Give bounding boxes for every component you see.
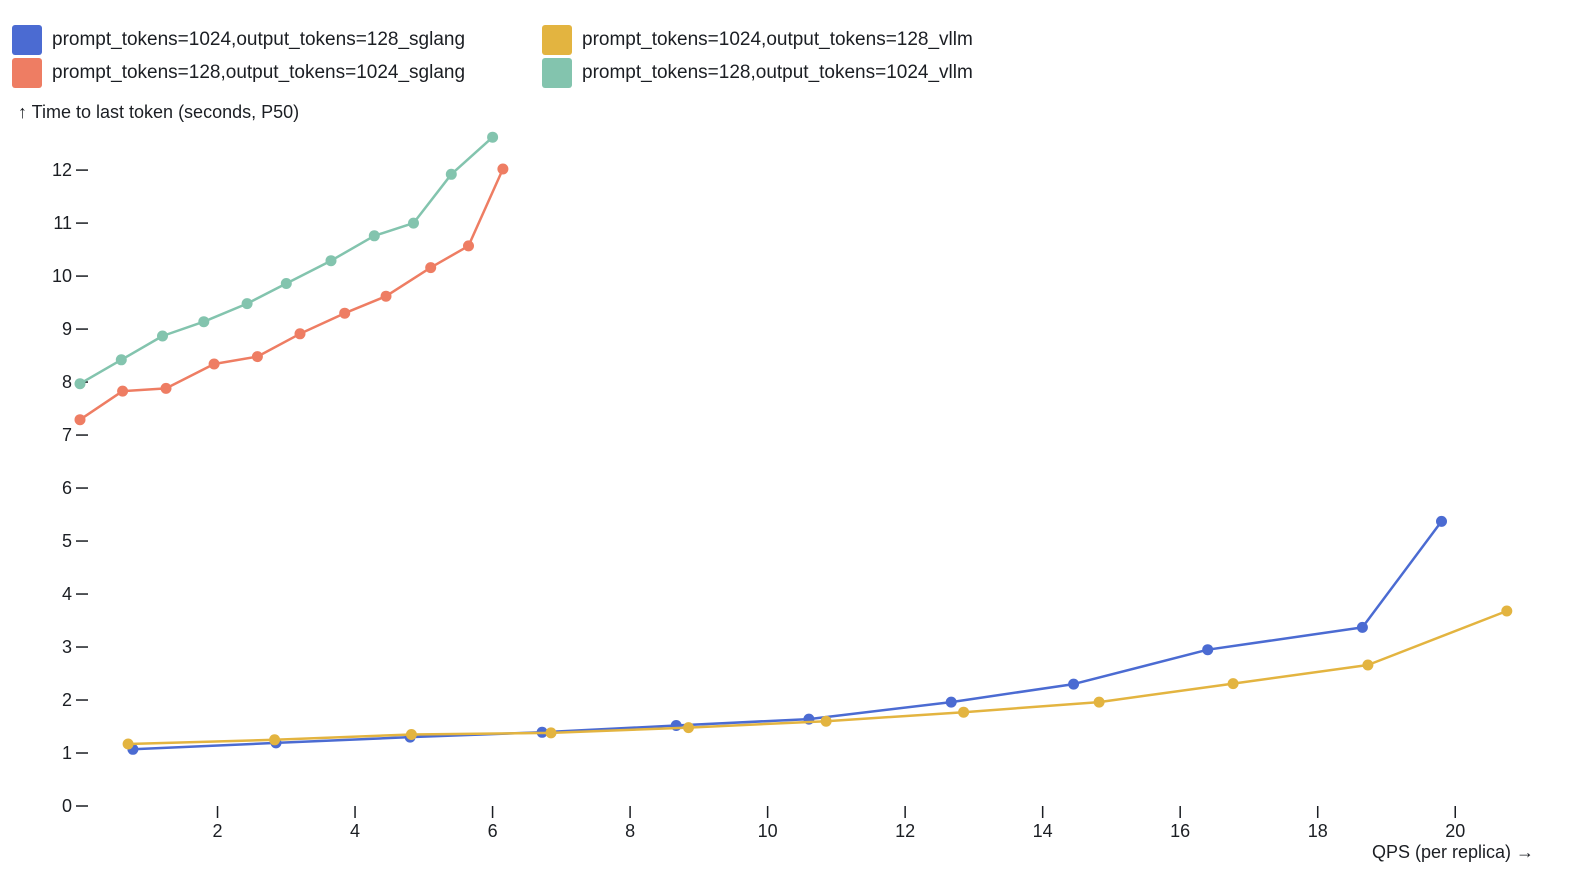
series-line bbox=[128, 609, 1508, 746]
data-point[interactable] bbox=[1068, 678, 1080, 690]
y-tick-label: 2 bbox=[62, 690, 72, 710]
y-tick-label: 9 bbox=[62, 319, 72, 339]
data-point[interactable] bbox=[497, 163, 509, 175]
series-2 bbox=[122, 605, 1513, 750]
data-point[interactable] bbox=[241, 298, 253, 310]
series-3 bbox=[74, 163, 509, 426]
x-tick-label: 8 bbox=[625, 821, 635, 841]
data-point[interactable] bbox=[408, 217, 419, 229]
y-axis-label: ↑ Time to last token (seconds, P50) bbox=[18, 102, 299, 122]
legend-swatch bbox=[12, 25, 42, 55]
data-point[interactable] bbox=[117, 385, 129, 397]
data-point[interactable] bbox=[157, 330, 168, 342]
legend-item-vllm-128-1024[interactable]: prompt_tokens=128,output_tokens=1024_vll… bbox=[542, 57, 973, 89]
x-tick-label: 10 bbox=[758, 821, 778, 841]
series-1 bbox=[127, 515, 1447, 755]
data-point[interactable] bbox=[368, 230, 380, 242]
data-point[interactable] bbox=[1436, 515, 1447, 527]
series-line bbox=[79, 168, 505, 421]
x-tick-label: 16 bbox=[1170, 821, 1190, 841]
y-tick-label: 10 bbox=[52, 266, 72, 286]
data-point[interactable] bbox=[487, 131, 499, 143]
x-tick-label: 14 bbox=[1033, 821, 1053, 841]
data-point[interactable] bbox=[325, 255, 337, 267]
y-tick-label: 7 bbox=[62, 425, 72, 445]
legend-label: prompt_tokens=128,output_tokens=1024_sgl… bbox=[52, 62, 466, 83]
data-point[interactable] bbox=[463, 240, 474, 252]
legend-item-vllm-1024-128[interactable]: prompt_tokens=1024,output_tokens=128_vll… bbox=[542, 24, 973, 56]
data-point[interactable] bbox=[74, 414, 86, 426]
data-point[interactable] bbox=[683, 722, 694, 734]
data-point[interactable] bbox=[74, 378, 86, 390]
data-point[interactable] bbox=[280, 278, 292, 289]
legend-item-sglang-1024-128[interactable]: prompt_tokens=1024,output_tokens=128_sgl… bbox=[12, 24, 465, 56]
x-axis-label: QPS (per replica) → bbox=[1372, 842, 1534, 862]
y-tick-label: 5 bbox=[62, 531, 72, 551]
legend-swatch bbox=[542, 58, 572, 88]
data-point[interactable] bbox=[445, 168, 457, 180]
data-point[interactable] bbox=[198, 316, 210, 328]
data-point[interactable] bbox=[1356, 621, 1368, 633]
y-tick-label: 12 bbox=[52, 160, 72, 180]
x-tick-label: 2 bbox=[213, 821, 223, 841]
legend-swatch bbox=[542, 25, 572, 55]
x-tick-label: 18 bbox=[1308, 821, 1328, 841]
legend-label: prompt_tokens=128,output_tokens=1024_vll… bbox=[582, 62, 973, 83]
data-point[interactable] bbox=[425, 262, 437, 274]
data-point[interactable] bbox=[208, 358, 220, 370]
legend-label: prompt_tokens=1024,output_tokens=128_vll… bbox=[582, 29, 973, 50]
data-point[interactable] bbox=[269, 734, 281, 746]
x-tick-label: 4 bbox=[350, 821, 360, 841]
x-tick-label: 6 bbox=[488, 821, 498, 841]
series-layer bbox=[74, 131, 1513, 755]
data-point[interactable] bbox=[1093, 696, 1105, 708]
legend-item-sglang-128-1024[interactable]: prompt_tokens=128,output_tokens=1024_sgl… bbox=[12, 57, 465, 89]
data-point[interactable] bbox=[1501, 605, 1513, 617]
data-point[interactable] bbox=[958, 706, 970, 718]
y-tick-label: 8 bbox=[62, 372, 72, 392]
data-point[interactable] bbox=[545, 727, 557, 739]
series-line bbox=[79, 136, 494, 385]
data-point[interactable] bbox=[1362, 659, 1374, 671]
x-tick-label: 20 bbox=[1445, 821, 1465, 841]
data-point[interactable] bbox=[380, 290, 392, 302]
data-point[interactable] bbox=[160, 382, 172, 394]
y-tick-label: 1 bbox=[62, 743, 72, 763]
data-point[interactable] bbox=[251, 351, 263, 363]
y-tick-label: 0 bbox=[62, 796, 72, 816]
data-point[interactable] bbox=[1227, 678, 1239, 690]
y-tick-label: 4 bbox=[62, 584, 72, 604]
y-tick-label: 6 bbox=[62, 478, 72, 498]
data-point[interactable] bbox=[820, 715, 832, 727]
data-point[interactable] bbox=[294, 328, 306, 340]
series-4 bbox=[74, 131, 499, 390]
data-point[interactable] bbox=[122, 738, 134, 750]
series-line bbox=[132, 520, 1443, 751]
legend-swatch bbox=[12, 58, 42, 88]
x-tick-label: 12 bbox=[895, 821, 915, 841]
legend-label: prompt_tokens=1024,output_tokens=128_sgl… bbox=[52, 29, 466, 50]
data-point[interactable] bbox=[945, 696, 957, 708]
data-point[interactable] bbox=[405, 729, 417, 740]
x-axis: 2 4 6 8 10 12 14 16 18 20 bbox=[213, 806, 1465, 841]
data-point[interactable] bbox=[115, 354, 127, 366]
y-tick-label: 11 bbox=[53, 213, 72, 233]
y-tick-label: 3 bbox=[62, 637, 72, 657]
data-point[interactable] bbox=[339, 307, 351, 319]
data-point[interactable] bbox=[1202, 644, 1214, 656]
